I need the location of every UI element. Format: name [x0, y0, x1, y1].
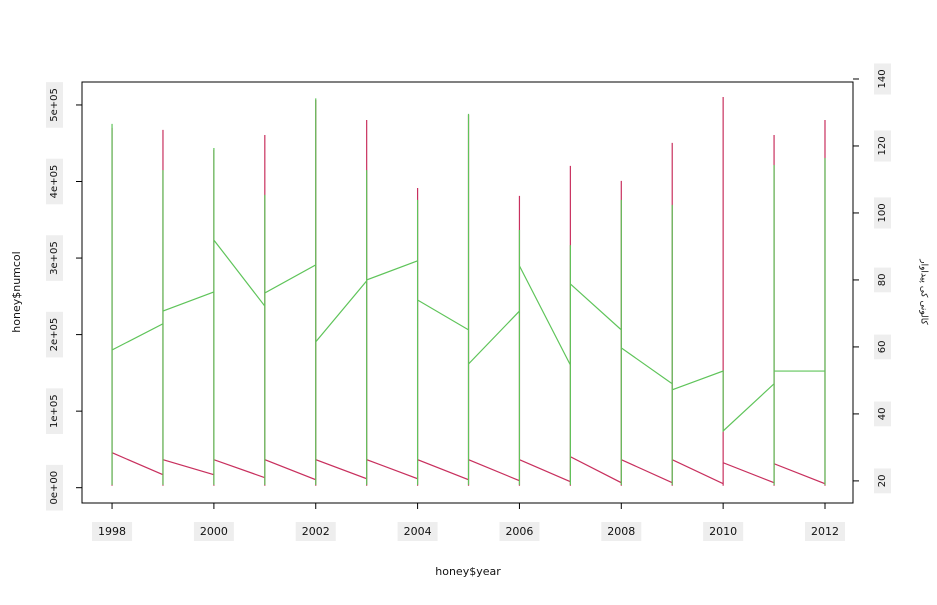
tick-label-bg — [46, 158, 63, 205]
x-tick-label: 1998 — [98, 525, 126, 538]
label-backgrounds — [46, 63, 891, 541]
x-tick-label: 2012 — [811, 525, 839, 538]
y2-tick-label: 40 — [877, 408, 888, 421]
tick-label-bg — [397, 522, 438, 541]
tick-label-bg — [703, 522, 744, 541]
y-tick-label: 5e+05 — [49, 88, 60, 122]
tick-label-bg — [874, 130, 891, 162]
y-tick-label: 3e+05 — [49, 241, 60, 275]
tick-label-bg — [874, 197, 891, 229]
y2-tick-label: 20 — [877, 475, 888, 488]
y2-tick-label: 80 — [877, 274, 888, 287]
y-tick-label: 4e+05 — [49, 165, 60, 199]
y-tick-label: 0e+00 — [49, 471, 60, 505]
x-axis-label: honey$year — [435, 565, 501, 578]
tick-label-bg — [601, 522, 642, 541]
x-tick-label: 2004 — [404, 525, 432, 538]
y2-tick-label: 60 — [877, 341, 888, 354]
tick-label-bg — [46, 464, 63, 511]
y-tick-label: 2e+05 — [49, 318, 60, 352]
x-tick-label: 2000 — [200, 525, 228, 538]
tick-label-bg — [874, 401, 891, 427]
y2-tick-label: 100 — [877, 203, 888, 222]
tick-label-bg — [804, 522, 845, 541]
tick-label-bg — [46, 235, 63, 281]
x-tick-label: 2008 — [607, 525, 635, 538]
tick-label-bg — [46, 82, 63, 128]
y2-axis-label: کالونی کی پیداوار — [919, 258, 929, 325]
tick-label-bg — [46, 311, 63, 358]
x-tick-label: 2002 — [302, 525, 330, 538]
tick-label-bg — [92, 522, 133, 541]
tick-label-bg — [499, 522, 540, 541]
x-tick-label: 2006 — [505, 525, 533, 538]
y2-tick-label: 140 — [877, 69, 888, 88]
tick-label-bg — [874, 267, 891, 293]
tick-label-bg — [874, 468, 891, 494]
tick-label-bg — [46, 388, 63, 434]
y-tick-label: 1e+05 — [49, 394, 60, 428]
tick-label-bg — [193, 522, 234, 541]
tick-label-bg — [295, 522, 336, 541]
plot-box — [81, 81, 854, 504]
series-line — [111, 98, 826, 485]
tick-label-bg — [874, 63, 891, 95]
x-tick-label: 2010 — [709, 525, 737, 538]
tick-label-bg — [874, 334, 891, 360]
y-axis-label: honey$numcol — [10, 251, 23, 332]
y2-tick-label: 120 — [877, 136, 888, 155]
